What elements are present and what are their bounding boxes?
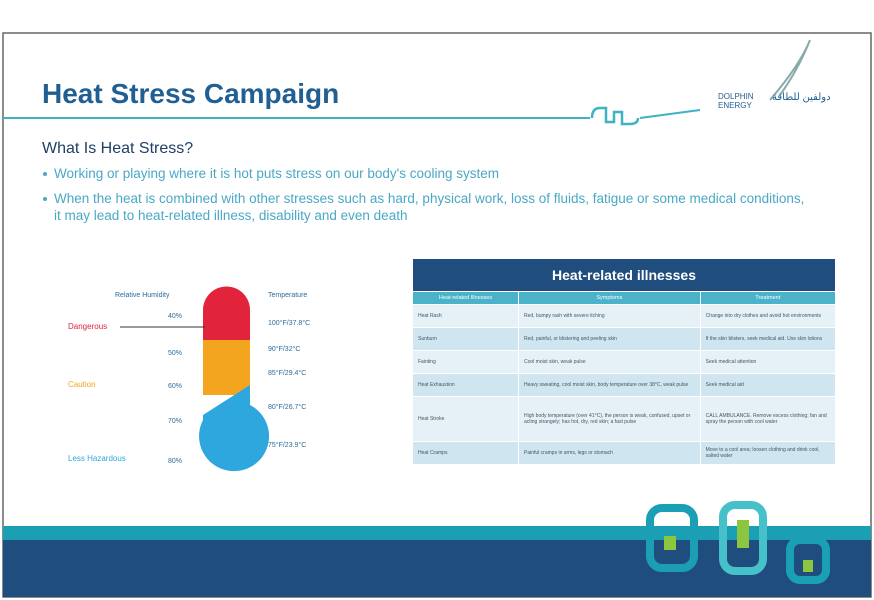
humidity-label: 40% <box>168 313 182 320</box>
table-cell: Heat Stroke <box>413 397 519 442</box>
temperature-label: 85°F/29.4°C <box>268 370 306 377</box>
humidity-label: 80% <box>168 458 182 465</box>
table-cell: Seek medical attention <box>700 351 835 374</box>
humidity-label: 70% <box>168 418 182 425</box>
temperature-label: 80°F/26.7°C <box>268 404 306 411</box>
table-cell: Change into dry clothes and avoid hot en… <box>700 305 835 328</box>
temperature-label: 90°F/32°C <box>268 346 300 353</box>
humidity-label: 50% <box>168 350 182 357</box>
table-cell: Red, painful, or blistering and peeling … <box>519 328 701 351</box>
table-cell: Painful cramps in arms, legs or stomach <box>519 442 701 465</box>
bullet: When the heat is combined with other str… <box>42 190 814 224</box>
table-cell: High body temperature (over 41°C), the p… <box>519 397 701 442</box>
table-cell: CALL AMBULANCE. Remove excess clothing; … <box>700 397 835 442</box>
table-cell: If the skin blisters, seek medical aid. … <box>700 328 835 351</box>
zone-label: Less Hazardous <box>68 454 126 463</box>
table-cell: Move to a cool area; loosen clothing and… <box>700 442 835 465</box>
logo-arabic: دولفين للطاقة <box>772 92 831 103</box>
slide: Heat Stress Campaign DOLPHIN ENERGY دولف… <box>0 0 874 600</box>
zone-label: Dangerous <box>68 322 107 331</box>
logo-text: DOLPHIN ENERGY <box>718 92 768 110</box>
axis-label: Temperature <box>268 292 307 299</box>
table-cell: Seek medical aid <box>700 374 835 397</box>
column-header: Symptoms <box>519 292 701 305</box>
title: Heat Stress Campaign <box>42 78 339 110</box>
table-cell: Cool moist skin, weak pulse <box>519 351 701 374</box>
bullet: Working or playing where it is hot puts … <box>42 165 814 182</box>
table-cell: Fainting <box>413 351 519 374</box>
temperature-label: 75°F/23.9°C <box>268 442 306 449</box>
table-cell: Heavy sweating, cool moist skin, body te… <box>519 374 701 397</box>
table-title: Heat-related illnesses <box>413 259 836 292</box>
axis-label: Relative Humidity <box>115 292 169 299</box>
heading: What Is Heat Stress? <box>42 140 193 158</box>
column-header: Heat-related Illnesses <box>413 292 519 305</box>
table-cell: Sunburn <box>413 328 519 351</box>
illness-table: Heat-related illnesses Heat-related Illn… <box>412 258 836 465</box>
column-header: Treatment <box>700 292 835 305</box>
table-cell: Heat Cramps <box>413 442 519 465</box>
table-cell: Heat Rash <box>413 305 519 328</box>
table-cell: Heat Exhaustion <box>413 374 519 397</box>
humidity-label: 60% <box>168 383 182 390</box>
table-cell: Red, bumpy rash with severe itching <box>519 305 701 328</box>
temperature-label: 100°F/37.8°C <box>268 320 310 327</box>
zone-label: Caution <box>68 380 96 389</box>
